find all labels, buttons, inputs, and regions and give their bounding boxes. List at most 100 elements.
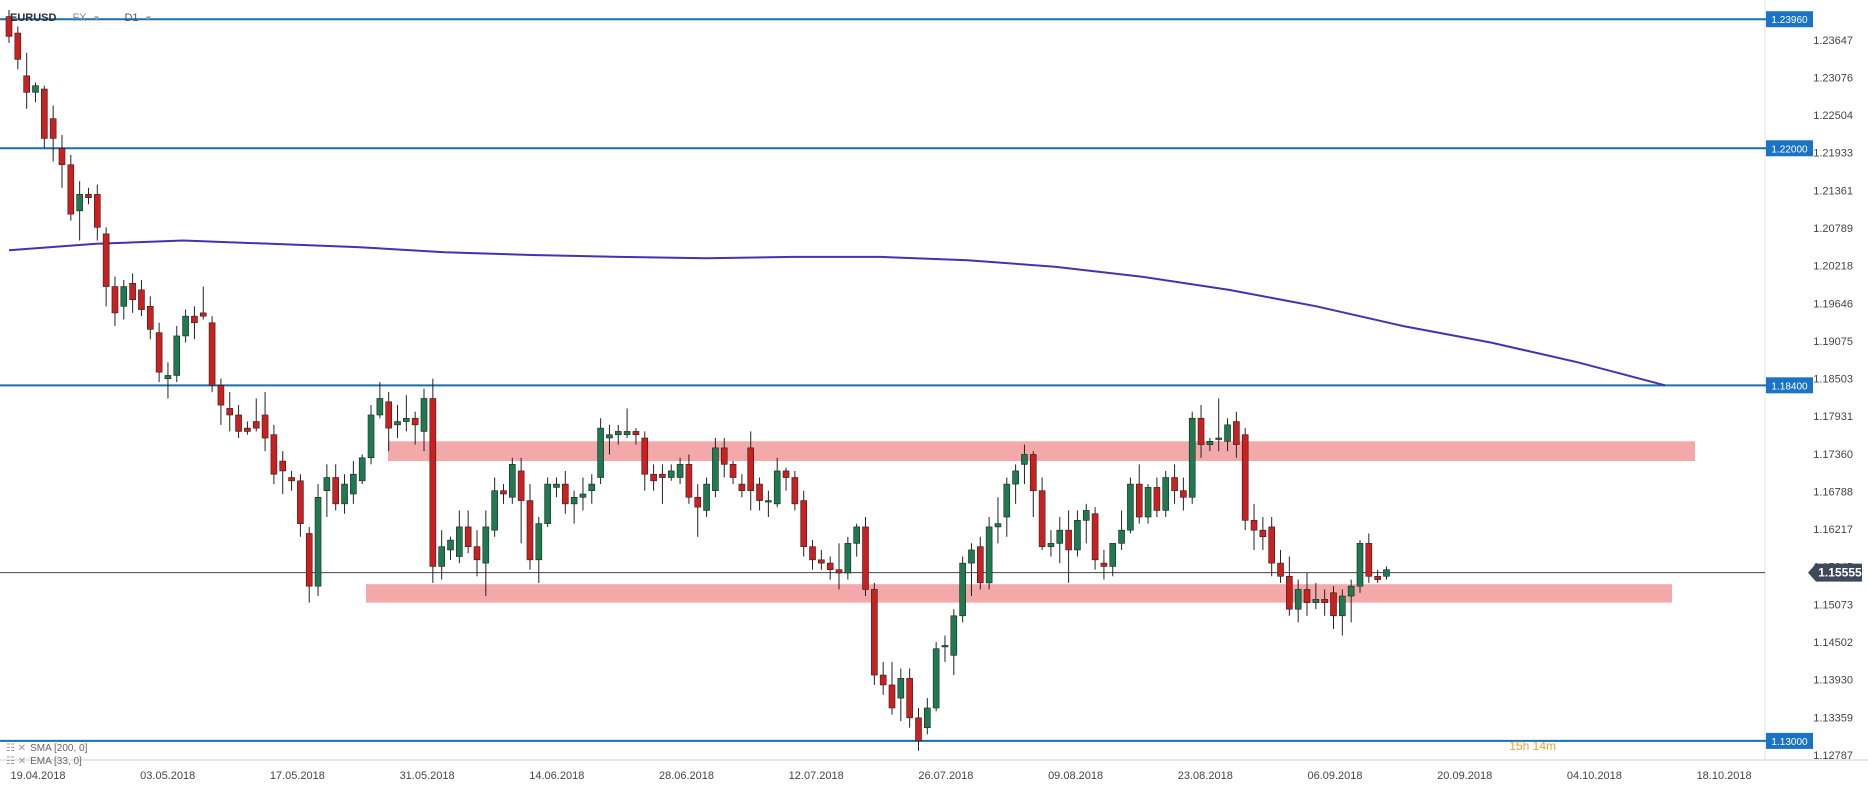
market-label[interactable]: FX	[72, 12, 87, 24]
candle-body	[1091, 513, 1099, 561]
candle-body	[535, 523, 543, 561]
x-tick-label: 09.08.2018	[1048, 770, 1103, 782]
candle-body	[800, 500, 808, 547]
candle-body	[553, 483, 560, 488]
candle-body	[323, 477, 331, 491]
x-tick-label: 14.06.2018	[529, 770, 584, 782]
candle-body	[1241, 434, 1249, 521]
candle-body	[164, 375, 172, 380]
candle-body	[94, 194, 101, 228]
y-tick-label: 1.21361	[1813, 185, 1853, 197]
indicator-ema[interactable]: ☷ ✕ EMA [33, 0]	[6, 755, 82, 768]
candle-body	[1268, 526, 1275, 564]
candle-body	[456, 526, 463, 557]
candle-body	[614, 431, 622, 436]
candle-body	[394, 421, 401, 426]
candle-body	[376, 398, 384, 416]
candle-body	[703, 483, 710, 511]
candle-body	[773, 470, 781, 505]
candle-body	[765, 500, 772, 503]
candle-body	[738, 483, 746, 491]
x-tick-label: 28.06.2018	[659, 770, 714, 782]
candle-body	[1012, 470, 1019, 485]
candle-body	[226, 408, 234, 416]
candle-body	[932, 648, 940, 709]
candle-body	[588, 483, 596, 491]
candle-body	[191, 315, 198, 324]
y-tick-label: 1.18503	[1813, 374, 1853, 386]
level-label-bg	[1766, 377, 1813, 394]
candle-body	[1365, 543, 1373, 577]
candle-body	[897, 678, 905, 699]
current-price-label: 1.15555	[1818, 566, 1862, 580]
y-tick-label: 1.23647	[1813, 35, 1853, 47]
candle-body	[1135, 483, 1143, 518]
candle-body	[1250, 520, 1258, 531]
candle-body	[606, 434, 613, 439]
candle-body	[41, 88, 48, 139]
candle-body	[1109, 543, 1117, 567]
candle-body	[685, 464, 693, 498]
candle-body	[959, 562, 966, 617]
sma-200-line	[8, 239, 1666, 387]
candle-body	[403, 417, 410, 422]
candle-body	[985, 526, 993, 584]
chevron-down-icon[interactable]: ▼	[144, 13, 153, 23]
x-tick-label: 03.05.2018	[140, 770, 195, 782]
candle-body	[58, 147, 66, 166]
candle-body	[844, 543, 852, 574]
candle-body	[420, 398, 428, 432]
candle-body	[1082, 510, 1090, 521]
level-label: 1.22000	[1771, 144, 1808, 155]
candle-body	[1038, 490, 1046, 547]
candle-body	[924, 707, 931, 729]
candle-body	[332, 477, 340, 505]
candle-body	[809, 546, 816, 561]
candle-body	[288, 477, 295, 482]
candle-body	[561, 483, 569, 505]
candle-body	[1003, 483, 1011, 518]
candle-body	[994, 523, 1002, 528]
candle-body	[1312, 599, 1320, 603]
candle-body	[650, 473, 657, 482]
candle-body	[676, 464, 684, 478]
candle-body	[1100, 562, 1108, 567]
candle-body	[111, 286, 119, 314]
symbol-label[interactable]: EURUSD	[10, 12, 57, 24]
candle-body	[1206, 440, 1214, 445]
candle-body	[1215, 437, 1223, 440]
settings-close-icon[interactable]: ☷ ✕	[6, 756, 27, 767]
candle-body	[314, 496, 322, 587]
settings-close-icon[interactable]: ☷ ✕	[6, 743, 27, 754]
candle-body	[67, 164, 75, 215]
candle-body	[1303, 589, 1311, 603]
timeframe-label[interactable]: D1	[124, 12, 139, 24]
candle-body	[473, 546, 481, 561]
candle-body	[1383, 569, 1390, 577]
candle-body	[199, 312, 207, 317]
candle-body	[667, 470, 675, 478]
x-tick-label: 23.08.2018	[1178, 770, 1233, 782]
candle-body	[1074, 520, 1081, 551]
indicator-sma[interactable]: ☷ ✕ SMA [200, 0]	[6, 742, 87, 755]
candle-body	[1224, 424, 1231, 442]
candle-body	[1259, 529, 1267, 538]
candle-body	[146, 306, 154, 330]
candle-body	[1065, 529, 1072, 551]
candle-body	[835, 569, 843, 574]
candle-body	[350, 473, 357, 495]
candle-body	[305, 533, 313, 587]
y-tick-label: 1.17360	[1813, 449, 1853, 461]
candle-body	[720, 447, 728, 465]
candle-body	[976, 546, 984, 584]
candle-body	[1197, 417, 1205, 445]
candle-body	[579, 493, 587, 498]
candle-body	[1056, 529, 1064, 544]
candle-body	[464, 526, 472, 547]
level-label-bg	[1766, 11, 1813, 28]
chevron-down-icon[interactable]: ▼	[92, 13, 101, 23]
x-tick-label: 06.09.2018	[1307, 770, 1362, 782]
level-label: 1.13000	[1771, 737, 1808, 748]
